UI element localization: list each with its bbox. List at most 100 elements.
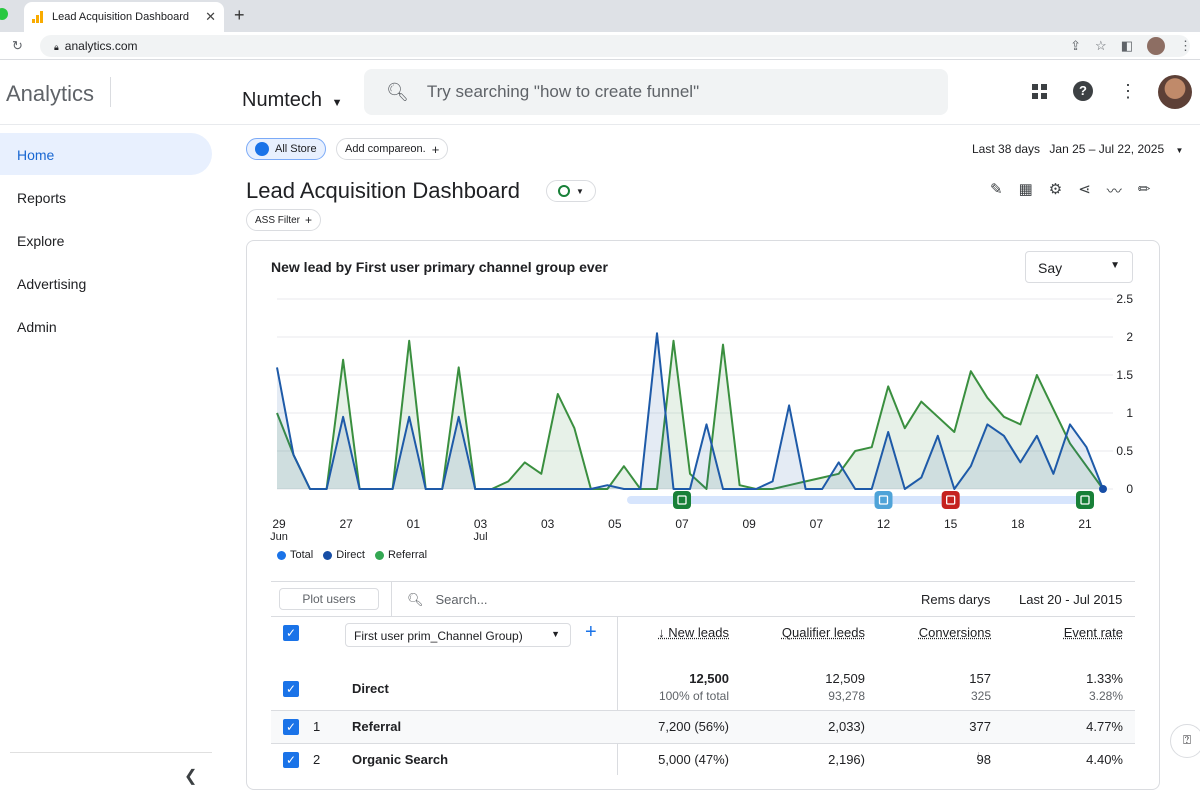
page-title: Lead Acquisition Dashboard xyxy=(246,178,520,203)
window-control-dot[interactable] xyxy=(0,8,8,20)
rows-per-page-label[interactable]: Rems darys xyxy=(921,592,991,607)
address-bar[interactable]: 🔒︎ analytics.com xyxy=(40,35,1190,57)
granularity-select[interactable]: Say ▼ xyxy=(1025,251,1133,283)
segment-icon xyxy=(255,142,269,156)
series-line-direct xyxy=(276,332,1104,490)
reload-icon[interactable]: ↻ xyxy=(12,38,23,53)
browser-toolbar: ↻ 🔒︎ analytics.com ⇪ ☆ ◧ ⋮ xyxy=(0,32,1200,60)
row-new-leads: 7,200 (56%) xyxy=(658,719,729,734)
bookmark-star-icon[interactable]: ☆ xyxy=(1095,38,1107,53)
column-header-new-leads[interactable]: ↓ New leads xyxy=(658,625,729,640)
help-icon[interactable]: ? xyxy=(1073,81,1093,101)
plot-users-button[interactable]: Plot users xyxy=(279,588,379,610)
x-tick-label: 01 xyxy=(407,517,421,531)
column-header-conversions[interactable]: Conversions xyxy=(918,625,991,640)
x-tick-label: 18 xyxy=(1011,517,1025,531)
legend-direct[interactable]: Direct xyxy=(323,549,365,561)
annotation-marker xyxy=(673,491,691,509)
totals-new-leads: 12,500 xyxy=(689,671,729,686)
sidebar-item-reports[interactable]: Reports xyxy=(17,190,67,206)
profile-avatar-icon[interactable] xyxy=(1147,37,1165,55)
user-avatar[interactable] xyxy=(1158,75,1192,109)
search-input[interactable]: 🔍︎ Try searching "how to create funnel" xyxy=(364,69,948,115)
annotation-marker xyxy=(874,491,893,509)
table-toolbar: Plot users 🔍︎ Search... Rems darys Last 2… xyxy=(271,581,1135,617)
settings-icon[interactable]: ⚙ xyxy=(1048,181,1063,198)
column-header-qualified-leads[interactable]: Qualifier leeds xyxy=(781,625,865,640)
browser-tab[interactable]: Lead Acquisition Dashboard ✕ xyxy=(24,2,224,32)
table-column-divider xyxy=(617,617,618,775)
x-tick-label: 27 xyxy=(339,517,353,531)
annotation-marker xyxy=(1076,491,1094,509)
more-options-icon[interactable]: ⋮ xyxy=(1119,81,1137,101)
apps-grid-icon[interactable] xyxy=(1032,83,1047,99)
row-label: Organic Search xyxy=(352,752,449,767)
edit-icon[interactable]: ✏ xyxy=(1137,181,1151,198)
row-new-leads: 5,000 (47%) xyxy=(658,752,729,767)
share-icon[interactable]: ⇪ xyxy=(1070,38,1082,53)
add-dimension-button[interactable]: + xyxy=(585,621,597,643)
table-search-placeholder: Search... xyxy=(435,592,488,607)
legend-dot-referral xyxy=(374,550,384,560)
sidebar-item-advertising[interactable]: Advertising xyxy=(17,276,87,292)
x-tick-label: 29 xyxy=(272,517,286,531)
date-range-label: Last 38 days xyxy=(972,142,1041,156)
y-tick-label: 1.5 xyxy=(1116,368,1133,382)
dashboard-status-badge[interactable]: ▼ xyxy=(546,180,596,202)
tab-close-icon[interactable]: ✕ xyxy=(205,9,216,24)
sidebar-item-home[interactable]: Home xyxy=(0,133,212,175)
select-all-checkbox[interactable]: ✓ xyxy=(283,625,299,641)
row-checkbox[interactable]: ✓ xyxy=(283,719,299,735)
legend-total-label: Total xyxy=(290,549,314,561)
row-checkbox[interactable]: ✓ xyxy=(283,681,299,697)
totals-event-rate: 1.33% xyxy=(1086,671,1123,686)
x-tick-label: 03 xyxy=(541,517,555,531)
search-icon: 🔍︎ xyxy=(386,81,409,102)
date-range-selector[interactable]: Last 38 days Jan 25 – Jul 22, 2025 ▼ xyxy=(972,142,1183,156)
legend-referral[interactable]: Referral xyxy=(374,549,427,561)
annotation-marker xyxy=(941,491,960,509)
annotation-marker-icon xyxy=(946,495,956,505)
product-name[interactable]: Analytics xyxy=(6,81,95,106)
granularity-value: Say xyxy=(1038,260,1063,276)
browser-menu-icon[interactable]: ⋮ xyxy=(1179,38,1192,53)
table-icon[interactable]: ▦ xyxy=(1018,181,1033,198)
add-comparison-chip[interactable]: Add compareon. + xyxy=(336,138,449,160)
insights-icon[interactable]: 〰 xyxy=(1106,183,1122,200)
table-search-input[interactable]: 🔍︎ Search... xyxy=(407,592,488,608)
filter-chip[interactable]: ASS Filter + xyxy=(246,209,322,231)
account-selector[interactable]: Numtech ▼ xyxy=(242,89,342,112)
feedback-icon[interactable]: ⍰ xyxy=(1170,724,1200,758)
sidepanel-icon[interactable]: ◧ xyxy=(1120,38,1133,53)
series-line-referral xyxy=(276,339,1104,490)
row-index: 1 xyxy=(313,719,321,734)
totals-label: Direct xyxy=(352,681,389,696)
table-row[interactable] xyxy=(271,743,1135,776)
annotate-icon[interactable]: ✎ xyxy=(990,181,1003,198)
sidebar-item-explore[interactable]: Explore xyxy=(17,233,65,249)
plus-icon: + xyxy=(305,213,313,227)
new-tab-button[interactable]: + xyxy=(234,5,245,25)
row-checkbox[interactable]: ✓ xyxy=(283,752,299,768)
status-check-icon xyxy=(558,185,571,197)
column-header-event-rate[interactable]: Event rate xyxy=(1063,625,1123,640)
collapse-sidebar-icon[interactable]: ❮ xyxy=(184,768,198,785)
chevron-down-icon: ▼ xyxy=(551,629,560,639)
url-text: analytics.com xyxy=(64,39,138,53)
share-icon[interactable]: ⋖ xyxy=(1078,181,1091,198)
header-actions: ? ⋮ xyxy=(1032,81,1137,101)
totals-event-rate-sub: 3.28% xyxy=(1088,689,1123,703)
annotation-marker-icon xyxy=(878,495,889,505)
series-area-direct xyxy=(277,333,1103,489)
all-store-chip[interactable]: All Store xyxy=(246,138,326,160)
x-tick-sublabel: Jul xyxy=(473,531,487,541)
x-tick-label: 09 xyxy=(742,517,756,531)
sidebar-item-admin[interactable]: Admin xyxy=(17,319,57,335)
table-row[interactable] xyxy=(271,710,1135,743)
legend-total[interactable]: Total xyxy=(277,549,313,561)
row-qualified: 2,033) xyxy=(828,719,865,734)
totals-conversions-sub: 325 xyxy=(970,689,991,703)
dimension-select[interactable]: First user prim_Channel Group) ▼ xyxy=(345,623,571,647)
row-event-rate: 4.40% xyxy=(1086,752,1123,767)
